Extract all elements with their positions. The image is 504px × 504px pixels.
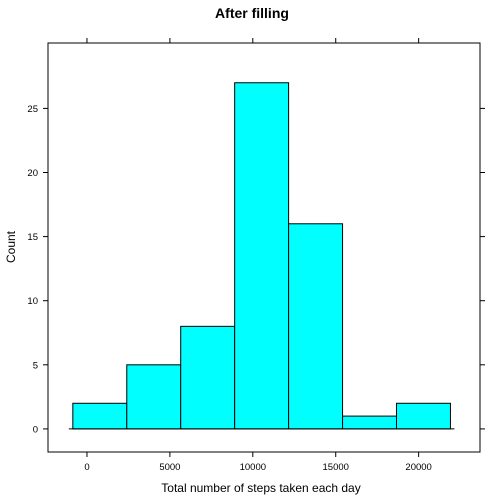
bars-group: [68, 82, 455, 430]
histogram-bar-0: [72, 402, 128, 430]
y-tick-label-0: 0: [33, 424, 38, 435]
y-tick-label-4: 20: [27, 168, 38, 179]
histogram-bar-3: [234, 82, 290, 430]
x-tick-label-2: 10000: [240, 462, 266, 473]
x-axis-ticks: 0 5000 10000 15000 20000: [84, 38, 432, 473]
y-tick-label-5: 25: [27, 104, 38, 115]
y-axis-ticks: 0 5 10 15 20 25: [27, 104, 485, 435]
x-axis-label: Total number of steps taken each day: [161, 481, 360, 495]
x-tick-label-0: 0: [84, 462, 89, 473]
y-tick-label-1: 5: [33, 360, 38, 371]
y-tick-label-3: 15: [27, 232, 38, 243]
histogram-bar-5: [342, 415, 398, 430]
y-axis-label: Count: [4, 230, 18, 263]
chart-title: After filling: [215, 5, 289, 21]
x-tick-label-1: 5000: [159, 462, 180, 473]
x-tick-label-4: 20000: [405, 462, 431, 473]
histogram-bar-1: [126, 364, 182, 430]
histogram-bar-6: [396, 402, 451, 430]
y-tick-label-2: 10: [27, 296, 38, 307]
x-tick-label-3: 15000: [323, 462, 349, 473]
plot-frame: [47, 42, 481, 453]
histogram-bar-4: [288, 223, 344, 430]
histogram-bar-2: [180, 325, 236, 430]
